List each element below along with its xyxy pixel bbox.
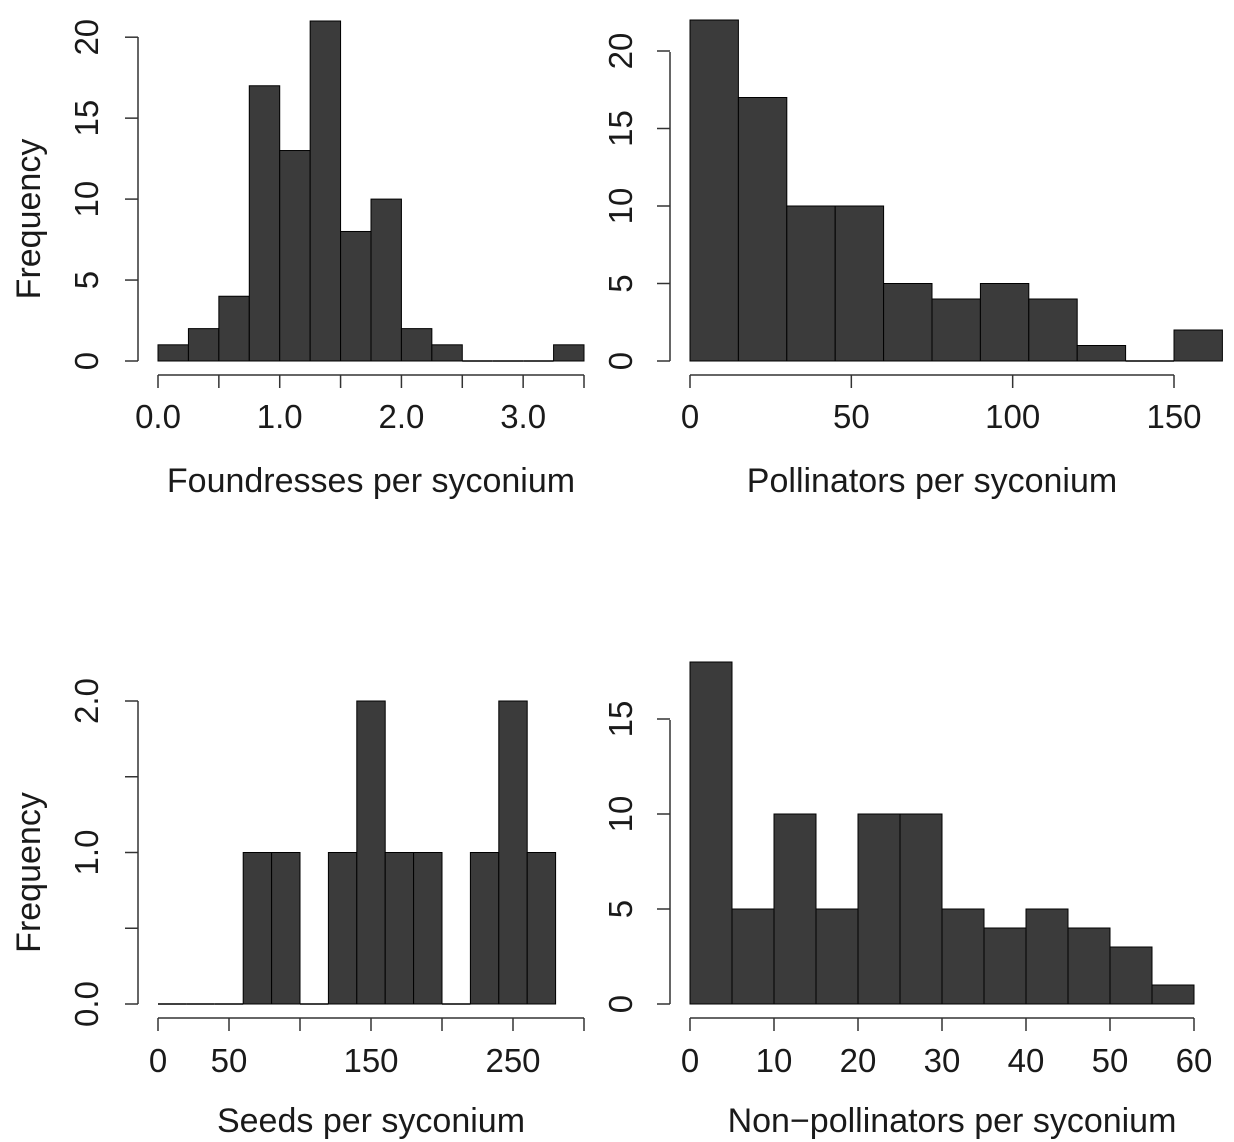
histogram-bar bbox=[1028, 298, 1078, 362]
y-tick-label: 2.0 bbox=[68, 678, 105, 724]
histogram-bar bbox=[1173, 329, 1223, 362]
histogram-bar bbox=[553, 344, 585, 362]
x-tick-label: 0 bbox=[681, 398, 699, 435]
histogram-bar bbox=[279, 150, 311, 362]
histogram-bar bbox=[731, 908, 775, 1005]
y-tick-label: 5 bbox=[602, 274, 639, 292]
y-tick-label: 15 bbox=[68, 100, 105, 137]
x-tick-label: 30 bbox=[924, 1042, 961, 1079]
histogram-bar bbox=[469, 852, 500, 1005]
x-axis-title: Foundresses per syconium bbox=[167, 462, 575, 500]
y-tick-label: 20 bbox=[68, 19, 105, 56]
panel-pollinators: 0 50 100 150 0 5 10 15 20 Pollinators per syconiu… bbox=[602, 19, 1223, 500]
histogram-bar bbox=[979, 283, 1030, 362]
panel-foundresses: 0.0 1.0 2.0 3.0 0 5 10 15 20 Foundresses per syco… bbox=[10, 19, 585, 500]
histogram-bar bbox=[400, 328, 433, 362]
y-tick-label: 15 bbox=[602, 110, 639, 147]
histogram-bar bbox=[983, 927, 1027, 1005]
histogram-bar bbox=[431, 344, 463, 362]
y-tick-label: 0.0 bbox=[68, 981, 105, 1027]
histogram-bar bbox=[157, 344, 189, 362]
x-tick-label: 250 bbox=[485, 1042, 540, 1079]
histogram-bar bbox=[1076, 345, 1127, 362]
histogram-bar bbox=[340, 230, 372, 362]
histogram-bar bbox=[815, 908, 859, 1005]
histogram-bar bbox=[1109, 946, 1153, 1005]
y-tick-label: 0 bbox=[602, 995, 639, 1013]
y-tick-label: 0 bbox=[68, 352, 105, 370]
histogram-bar bbox=[242, 852, 273, 1005]
histogram-bar bbox=[370, 198, 402, 362]
x-tick-label: 50 bbox=[833, 398, 870, 435]
histogram-bar bbox=[931, 298, 981, 362]
histogram-bar bbox=[1067, 927, 1111, 1005]
x-tick-label: 1.0 bbox=[257, 398, 303, 435]
y-axis-title: Frequency bbox=[10, 792, 48, 953]
histogram-bar bbox=[498, 700, 528, 1005]
y-tick-label: 10 bbox=[602, 188, 639, 225]
histogram-bar bbox=[526, 852, 557, 1005]
histogram-bar bbox=[1151, 984, 1195, 1005]
histogram-bar bbox=[327, 852, 358, 1005]
x-tick-label: 40 bbox=[1008, 1042, 1045, 1079]
x-tick-label: 3.0 bbox=[500, 398, 546, 435]
x-tick-label: 20 bbox=[840, 1042, 877, 1079]
histogram-bar bbox=[857, 813, 901, 1005]
x-tick-label: 0.0 bbox=[135, 398, 181, 435]
x-axis-title: Pollinators per syconium bbox=[747, 462, 1117, 500]
histogram-bar bbox=[248, 85, 281, 362]
x-tick-label: 2.0 bbox=[378, 398, 424, 435]
histogram-bar bbox=[899, 813, 943, 1005]
histogram-bar bbox=[309, 20, 342, 362]
y-tick-label: 5 bbox=[602, 900, 639, 918]
histogram-bar bbox=[413, 852, 443, 1005]
histogram-bar bbox=[384, 852, 415, 1005]
x-axis-title: Seeds per syconium bbox=[217, 1102, 525, 1140]
x-tick-label: 150 bbox=[1146, 398, 1201, 435]
histogram-bar bbox=[883, 283, 933, 362]
y-axis-title: Frequency bbox=[10, 139, 48, 300]
x-tick-label: 100 bbox=[985, 398, 1040, 435]
x-tick-label: 150 bbox=[343, 1042, 398, 1079]
histogram-bar bbox=[737, 97, 788, 362]
histogram-bar bbox=[689, 19, 739, 362]
histogram-bar bbox=[356, 700, 386, 1005]
y-tick-label: 0 bbox=[602, 352, 639, 370]
histogram-bar bbox=[689, 661, 733, 1005]
histogram-bar bbox=[834, 205, 885, 362]
x-tick-label: 0 bbox=[681, 1042, 699, 1079]
x-tick-label: 50 bbox=[211, 1042, 248, 1079]
histogram-bar bbox=[773, 813, 817, 1005]
histogram-bar bbox=[187, 328, 220, 362]
x-tick-label: 10 bbox=[756, 1042, 793, 1079]
histogram-bar bbox=[218, 295, 250, 362]
histogram-bar bbox=[941, 908, 985, 1005]
y-tick-label: 20 bbox=[602, 33, 639, 70]
histogram-bar bbox=[786, 205, 836, 362]
panel-non-pollinators: 0 10 20 30 40 50 60 0 5 10 15 Non−pollinators per s… bbox=[602, 661, 1213, 1140]
y-tick-label: 5 bbox=[68, 271, 105, 289]
x-tick-label: 0 bbox=[149, 1042, 167, 1079]
histogram-bar bbox=[271, 852, 301, 1005]
y-tick-label: 1.0 bbox=[68, 830, 105, 876]
panel-seeds: 0 50 150 250 0.0 1.0 2.0 Seeds per syconium Freq… bbox=[10, 678, 585, 1140]
y-tick-label: 10 bbox=[68, 181, 105, 218]
x-tick-label: 60 bbox=[1176, 1042, 1213, 1079]
x-axis-title: Non−pollinators per syconium bbox=[728, 1102, 1177, 1140]
y-tick-label: 10 bbox=[602, 796, 639, 833]
histogram-bar bbox=[1025, 908, 1069, 1005]
x-tick-label: 50 bbox=[1092, 1042, 1129, 1079]
y-tick-label: 15 bbox=[602, 701, 639, 738]
